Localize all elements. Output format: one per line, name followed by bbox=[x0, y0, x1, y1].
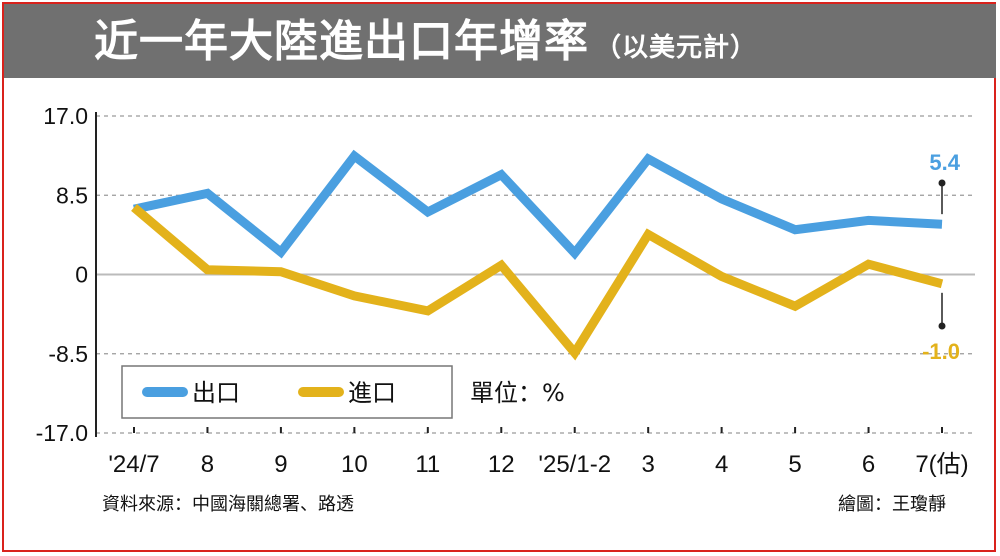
x-tick-label-10: 6 bbox=[862, 451, 875, 478]
x-tick-label-3: 10 bbox=[341, 451, 368, 478]
chart-title-text: 近一年大陸進出口年增率 bbox=[94, 16, 589, 67]
x-tick-label-6: '25/1-2 bbox=[538, 451, 611, 478]
import-end-label: -1.0 bbox=[922, 339, 960, 364]
source-note: 資料來源：中國海關總署、路透 bbox=[102, 494, 354, 515]
legend-label-import: 進口 bbox=[348, 379, 396, 407]
legend-label-export: 出口 bbox=[192, 379, 240, 407]
x-tick-label-0: '24/7 bbox=[108, 451, 159, 478]
end-markers: 5.4 -1.0 bbox=[922, 150, 961, 364]
y-tick-label-1: 8.5 bbox=[56, 182, 88, 208]
title-bar: 近一年大陸進出口年增率 （以美元計） bbox=[4, 4, 996, 78]
x-tick-label-1: 8 bbox=[201, 451, 214, 478]
x-tick-label-11: 7(估) bbox=[915, 451, 968, 478]
x-tick-label-7: 3 bbox=[642, 451, 655, 478]
export-callout-dot bbox=[938, 179, 946, 187]
x-tick-label-9: 5 bbox=[788, 451, 801, 478]
credit-note: 繪圖：王瓊靜 bbox=[838, 494, 946, 515]
export-end-label: 5.4 bbox=[929, 150, 960, 175]
import-series-line bbox=[131, 203, 944, 361]
y-tick-label-3: -8.5 bbox=[48, 341, 88, 367]
import-callout-dot bbox=[938, 322, 946, 330]
x-tick-label-8: 4 bbox=[715, 451, 728, 478]
y-tick-label-4: -17.0 bbox=[36, 420, 88, 446]
x-tick-label-2: 9 bbox=[274, 451, 287, 478]
export-series-line bbox=[133, 149, 943, 261]
x-tick-label-4: 11 bbox=[415, 451, 440, 478]
series-lines bbox=[131, 149, 944, 361]
chart-subtitle: （以美元計） bbox=[595, 33, 758, 63]
y-tick-label-2: 0 bbox=[75, 262, 88, 288]
x-tick-label-5: 12 bbox=[488, 451, 515, 478]
chart-title: 近一年大陸進出口年增率 （以美元計） bbox=[94, 12, 757, 72]
y-axis-ticks: 17.0 8.5 0 -8.5 -17.0 bbox=[36, 103, 88, 446]
y-tick-label-0: 17.0 bbox=[43, 103, 88, 129]
legend: 出口 進口 bbox=[121, 365, 453, 419]
x-axis-ticks: '24/7 8 9 10 11 12 '25/1-2 3 4 5 6 7(估) bbox=[108, 427, 969, 478]
unit-label: 單位：% bbox=[470, 379, 565, 407]
